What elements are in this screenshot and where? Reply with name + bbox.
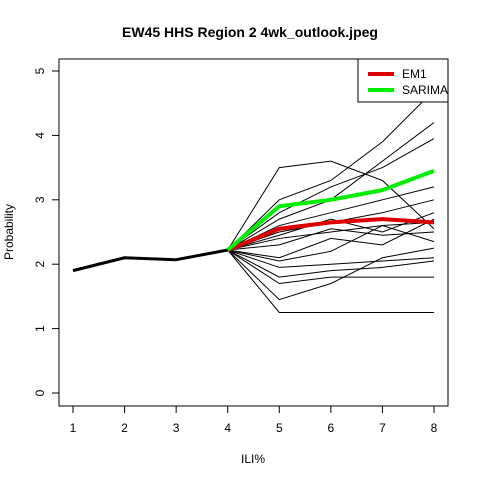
trajectory-line [227, 218, 435, 259]
history-line [72, 248, 228, 273]
trajectory-line [227, 249, 435, 278]
trajectory-line [227, 228, 435, 251]
x-tick-label: 4 [224, 421, 231, 435]
y-tick-label: 2 [33, 261, 47, 268]
series-line-em1 [226, 217, 435, 252]
y-axis-label: Probability [2, 204, 16, 260]
x-tick-label: 1 [70, 421, 77, 435]
series-line-sarima [226, 168, 435, 252]
legend-label-em1: EM1 [402, 67, 427, 81]
x-axis-label: ILI% [241, 452, 265, 466]
x-tick-label: 2 [121, 421, 128, 435]
legend-label-sarima: SARIMA [402, 83, 448, 97]
trajectory-line [227, 225, 435, 262]
trajectory-line [227, 249, 434, 313]
y-tick-label: 3 [33, 196, 47, 203]
chart-title: EW45 HHS Region 2 4wk_outlook.jpeg [122, 24, 378, 40]
y-tick-label: 4 [33, 132, 47, 139]
trajectory-lines [227, 89, 435, 313]
legend: EM1 SARIMA [357, 58, 449, 103]
legend-box [357, 58, 449, 103]
x-tick-label: 5 [276, 421, 283, 435]
x-axis: 1 2 3 4 5 6 7 8 [70, 406, 438, 435]
trajectory-line [227, 249, 434, 285]
plot-frame [58, 58, 449, 407]
x-tick-label: 6 [328, 421, 335, 435]
y-axis: 0 1 2 3 4 5 [33, 67, 59, 396]
trajectory-line [227, 138, 435, 251]
trajectory-line [227, 212, 435, 251]
y-tick-label: 5 [33, 67, 47, 74]
x-tick-label: 3 [173, 421, 180, 435]
trajectory-line [227, 89, 435, 251]
model-series [226, 168, 435, 252]
history-series [72, 248, 228, 273]
trajectory-line [227, 160, 435, 251]
trajectory-line [227, 249, 435, 268]
y-tick-label: 0 [33, 389, 47, 396]
trajectory-line [227, 247, 435, 301]
x-tick-label: 8 [431, 421, 438, 435]
x-tick-label: 7 [379, 421, 386, 435]
y-tick-label: 1 [33, 325, 47, 332]
trajectory-line [227, 221, 435, 251]
